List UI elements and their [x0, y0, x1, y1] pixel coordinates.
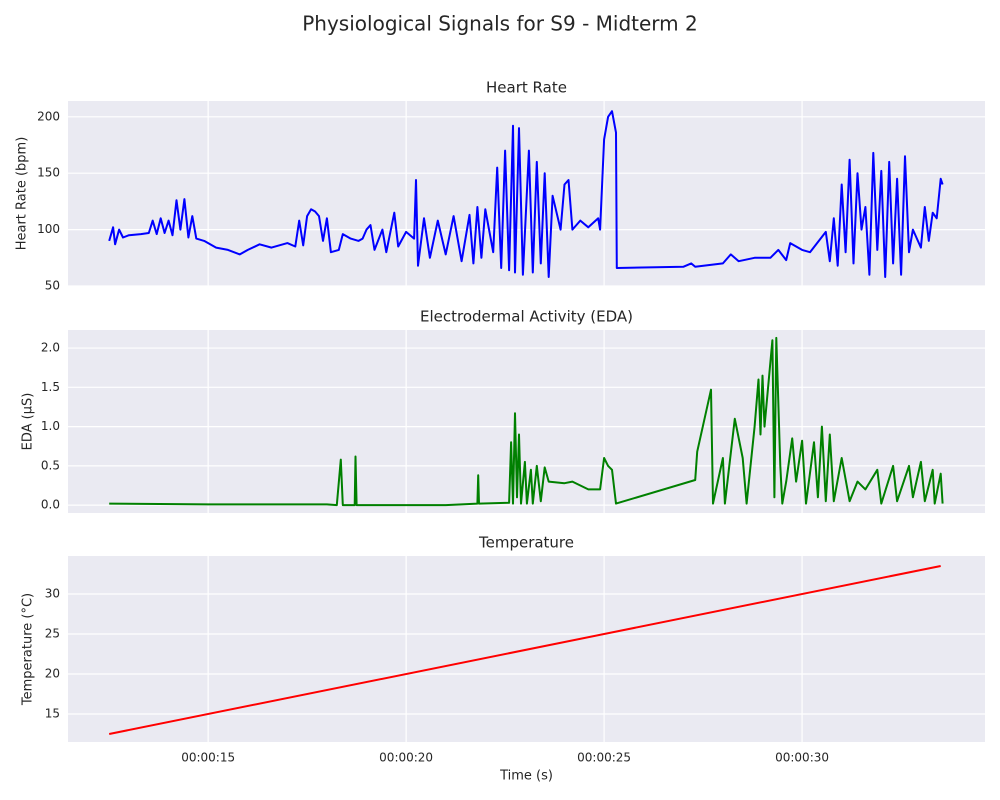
y-tick-label: 25 — [45, 627, 60, 641]
y-tick-label: 50 — [45, 279, 60, 293]
figure-title: Physiological Signals for S9 - Midterm 2 — [302, 12, 698, 36]
panel-title: Heart Rate — [486, 79, 567, 97]
y-tick-label: 30 — [45, 587, 60, 601]
y-tick-label: 0.0 — [41, 498, 60, 512]
y-tick-label: 20 — [45, 667, 60, 681]
panel-title: Temperature — [478, 534, 574, 552]
x-tick-label: 00:00:25 — [577, 751, 631, 765]
y-tick-label: 1.0 — [41, 419, 60, 433]
signal-line — [109, 336, 944, 507]
y-axis-label: Heart Rate (bpm) — [15, 137, 30, 251]
y-tick-label: 15 — [45, 707, 60, 721]
y-tick-label: 0.5 — [41, 458, 60, 472]
x-tick-label: 00:00:15 — [181, 751, 235, 765]
x-axis-label: Time (s) — [499, 769, 553, 784]
signal-line — [108, 110, 944, 278]
y-axis-label: Temperature (°C) — [21, 593, 36, 706]
y-axis-label: EDA (μS) — [21, 393, 36, 451]
x-tick-label: 00:00:20 — [379, 751, 433, 765]
y-tick-label: 2.0 — [41, 341, 60, 355]
y-tick-label: 100 — [37, 222, 60, 236]
y-tick-label: 1.5 — [41, 380, 60, 394]
y-tick-label: 150 — [37, 166, 60, 180]
x-tick-label: 00:00:30 — [775, 751, 829, 765]
panel-title: Electrodermal Activity (EDA) — [420, 308, 633, 326]
signal-line — [109, 565, 941, 735]
y-tick-label: 200 — [37, 109, 60, 123]
